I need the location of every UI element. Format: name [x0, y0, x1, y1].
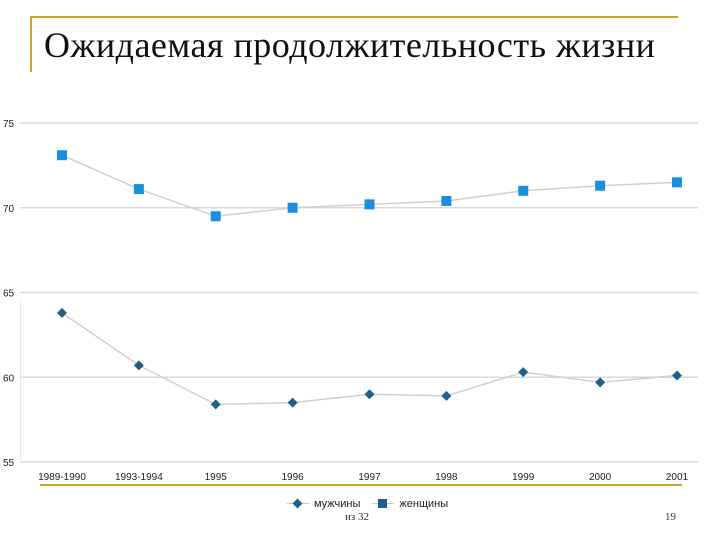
x-tick-label: 1995 [205, 472, 228, 483]
data-point-diamond [441, 390, 452, 401]
data-point-diamond [133, 360, 144, 371]
data-point-square [518, 185, 529, 196]
chart-legend: мужчины женщины [287, 496, 448, 512]
x-tick-label: 1996 [282, 472, 305, 483]
y-tick-label: 60 [3, 373, 15, 384]
data-point-square [672, 177, 682, 188]
bottom-rule [40, 484, 682, 486]
x-tick-label: 1999 [512, 472, 535, 483]
x-tick-label: 1998 [435, 472, 458, 483]
legend-item-women: женщины [372, 498, 448, 510]
legend-label-men: мужчины [314, 498, 361, 510]
data-point-diamond [672, 370, 682, 381]
data-point-diamond [57, 307, 67, 318]
data-point-square [441, 195, 452, 206]
y-tick-label: 75 [3, 119, 15, 130]
y-tick-label: 65 [3, 289, 15, 300]
page-count: из 32 [345, 511, 369, 523]
x-tick-label: 1997 [358, 472, 381, 483]
title-frame [30, 16, 678, 72]
left-rule [20, 300, 21, 460]
data-point-diamond [364, 389, 375, 400]
data-point-square [133, 184, 144, 195]
x-tick-label: 1989-1990 [38, 472, 86, 483]
x-tick-label: 1993-1994 [115, 472, 163, 483]
data-point-diamond [595, 377, 606, 388]
data-point-square [364, 199, 375, 210]
legend-item-men: мужчины [287, 498, 360, 510]
y-tick-label: 70 [3, 204, 15, 215]
diamond-marker-icon [287, 498, 309, 509]
square-marker-icon [372, 499, 395, 509]
data-point-diamond [287, 397, 298, 408]
data-point-square [595, 180, 606, 191]
x-tick-label: 2000 [589, 472, 612, 483]
data-point-diamond [518, 367, 529, 378]
page-number: 19 [665, 511, 676, 523]
data-point-square [287, 202, 298, 213]
data-point-square [57, 150, 67, 161]
data-point-square [210, 211, 221, 222]
data-point-diamond [210, 399, 221, 410]
slide-title: Ожидаемая продолжительность жизни [44, 25, 656, 65]
y-tick-label: 55 [3, 458, 15, 469]
legend-label-women: женщины [399, 498, 449, 510]
x-tick-label: 2001 [666, 472, 689, 483]
